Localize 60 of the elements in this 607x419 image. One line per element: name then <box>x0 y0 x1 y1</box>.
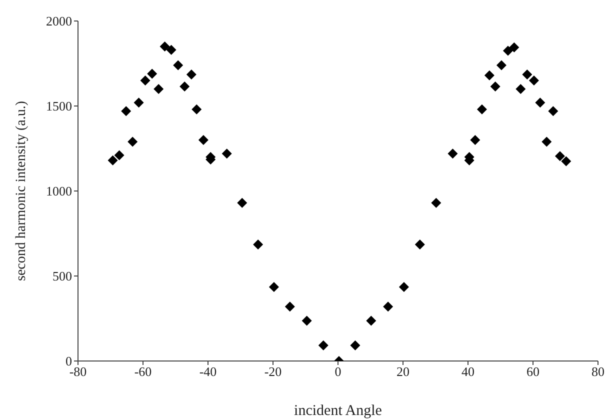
point <box>535 98 546 108</box>
point <box>140 76 150 86</box>
point <box>470 135 480 145</box>
point <box>166 44 176 55</box>
y-tick-label: 2000 <box>46 14 72 29</box>
point <box>502 46 513 56</box>
point <box>128 136 138 147</box>
point <box>198 135 208 145</box>
y-tick-label: 1500 <box>46 98 72 114</box>
point <box>490 81 500 92</box>
point <box>366 316 376 326</box>
point <box>192 104 202 114</box>
y-axis-title: second harmonic intensity (a.u.) <box>14 100 29 282</box>
point <box>134 98 144 108</box>
point <box>548 106 558 116</box>
point <box>284 302 295 312</box>
point <box>383 302 394 312</box>
x-tick-label: 60 <box>526 364 540 380</box>
point <box>554 151 565 162</box>
point <box>522 70 532 80</box>
point <box>154 84 164 94</box>
point <box>561 156 572 166</box>
point <box>222 148 232 159</box>
point <box>180 81 190 92</box>
point <box>302 316 312 326</box>
point <box>542 136 552 147</box>
point <box>173 60 184 70</box>
x-tick-label: -80 <box>69 364 87 380</box>
point <box>484 70 494 80</box>
point <box>516 84 526 94</box>
x-tick-label: 0 <box>334 364 342 380</box>
y-tick-label: 500 <box>52 268 72 284</box>
y-tick-label: 0 <box>66 354 72 369</box>
x-tick-label: 40 <box>462 364 474 380</box>
point <box>398 282 409 292</box>
x-tick-label: -60 <box>134 364 152 380</box>
point <box>108 155 118 166</box>
point <box>160 42 170 52</box>
x-tick-label: 80 <box>592 364 604 380</box>
point <box>528 76 539 86</box>
point <box>114 150 124 160</box>
point <box>318 340 328 350</box>
point <box>509 42 520 52</box>
x-tick-label: -40 <box>199 364 217 380</box>
point <box>147 68 158 79</box>
point <box>121 106 132 116</box>
x-axis-title: incident Angle <box>294 403 382 419</box>
x-tick-label: -20 <box>264 364 282 380</box>
point <box>448 148 458 159</box>
point <box>350 340 360 350</box>
point <box>496 60 506 70</box>
point <box>476 104 487 114</box>
point <box>186 70 196 80</box>
point <box>414 240 425 250</box>
point <box>431 198 442 208</box>
x-tick-label: 20 <box>396 364 410 380</box>
point <box>253 240 264 250</box>
y-tick-label: 1000 <box>46 184 72 199</box>
point <box>268 282 279 292</box>
point <box>237 198 248 208</box>
